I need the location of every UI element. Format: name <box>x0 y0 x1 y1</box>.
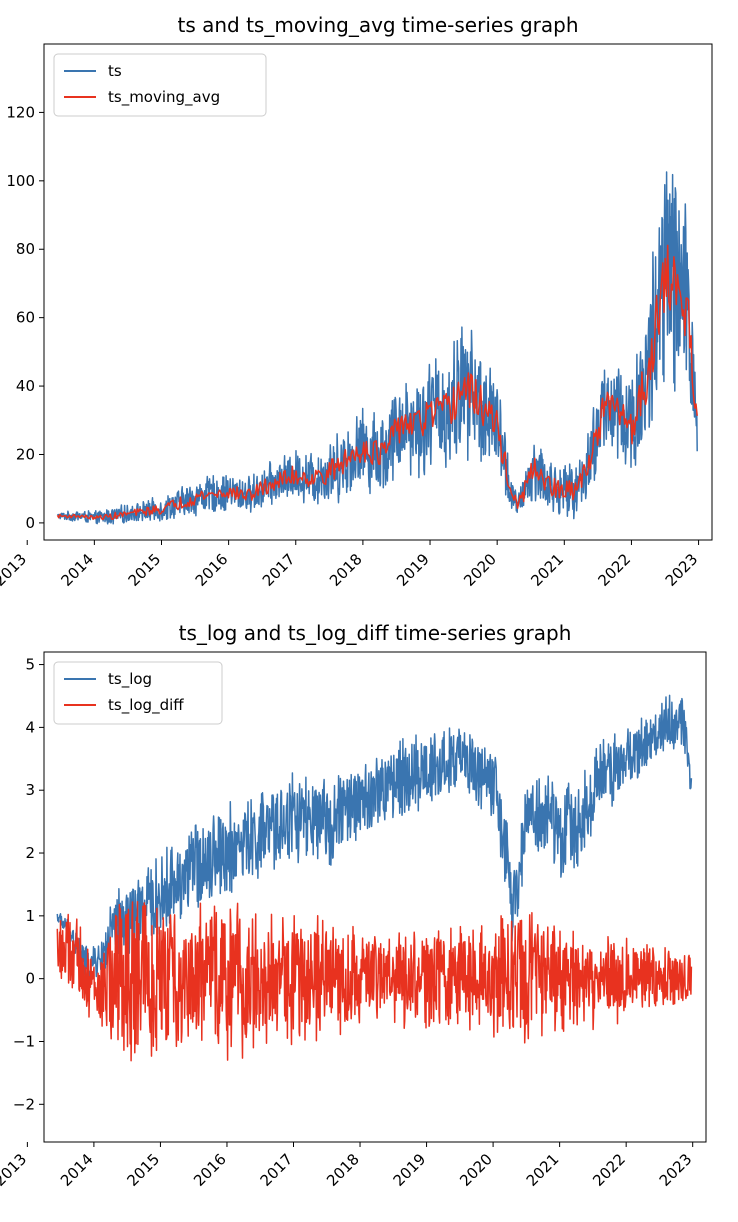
x-tick-label: 2022 <box>595 550 635 590</box>
y-tick-label: 4 <box>25 718 35 736</box>
y-tick-label: 80 <box>16 240 35 258</box>
axes-frame <box>43 651 707 1143</box>
y-tick-label: 5 <box>25 656 35 674</box>
y-tick-label: 3 <box>25 781 35 799</box>
x-tick-label: 2019 <box>393 550 433 590</box>
axes-frame <box>43 43 713 541</box>
series-line-ts_moving_avg <box>56 244 698 521</box>
legend: ts_log ts_log_diff <box>53 661 223 725</box>
y-tick-label: −1 <box>13 1032 35 1050</box>
legend-label: ts <box>108 62 122 80</box>
x-tick-label: 2013 <box>0 550 30 590</box>
y-tick-label: 0 <box>25 970 35 988</box>
y-tick-label: 40 <box>16 377 35 395</box>
x-tick-label: 2023 <box>662 550 702 590</box>
y-tick-label: 1 <box>25 907 35 925</box>
x-tick-label: 2013 <box>0 1150 30 1190</box>
legend-label: ts_log_diff <box>108 696 184 715</box>
chart-2: ts_log and ts_log_diff time-series graph… <box>0 621 707 1190</box>
legend-label: ts_moving_avg <box>108 88 220 107</box>
y-tick-label: 0 <box>25 514 35 532</box>
x-tick-label: 2019 <box>390 1150 430 1190</box>
legend: ts ts_moving_avg <box>53 53 267 117</box>
x-tick-label: 2015 <box>125 550 165 590</box>
y-tick-label: 100 <box>6 172 35 190</box>
series-line-ts_log_diff <box>56 901 693 1062</box>
y-tick-label: 2 <box>25 844 35 862</box>
x-tick-label: 2017 <box>259 550 299 590</box>
x-tick-label: 2020 <box>456 1150 496 1190</box>
series-line-ts <box>57 171 698 525</box>
x-tick-label: 2016 <box>192 550 232 590</box>
legend-box <box>53 661 223 725</box>
series-line-ts_log <box>56 694 693 979</box>
y-tick-label: 60 <box>16 309 35 327</box>
x-tick-label: 2018 <box>323 1150 363 1190</box>
y-tick-label: −2 <box>13 1095 35 1113</box>
x-tick-label: 2014 <box>57 1150 97 1190</box>
chart-title: ts_log and ts_log_diff time-series graph <box>179 621 572 645</box>
x-tick-label: 2015 <box>124 1150 164 1190</box>
legend-box <box>53 53 267 117</box>
y-tick-label: 120 <box>6 103 35 121</box>
x-tick-label: 2014 <box>57 550 97 590</box>
x-tick-label: 2017 <box>257 1150 297 1190</box>
plot-area <box>56 694 693 1062</box>
plot-area <box>56 171 698 525</box>
legend-label: ts_log <box>108 670 152 689</box>
x-tick-label: 2021 <box>527 550 567 590</box>
chart-1: ts and ts_moving_avg time-series graph 0 2… <box>0 13 713 590</box>
x-tick-label: 2016 <box>190 1150 230 1190</box>
x-tick-label: 2023 <box>656 1150 696 1190</box>
x-tick-label: 2018 <box>326 550 366 590</box>
y-tick-label: 20 <box>16 445 35 463</box>
x-tick-label: 2021 <box>523 1150 563 1190</box>
chart-title: ts and ts_moving_avg time-series graph <box>177 13 578 37</box>
x-tick-label: 2020 <box>460 550 500 590</box>
x-tick-label: 2022 <box>589 1150 629 1190</box>
